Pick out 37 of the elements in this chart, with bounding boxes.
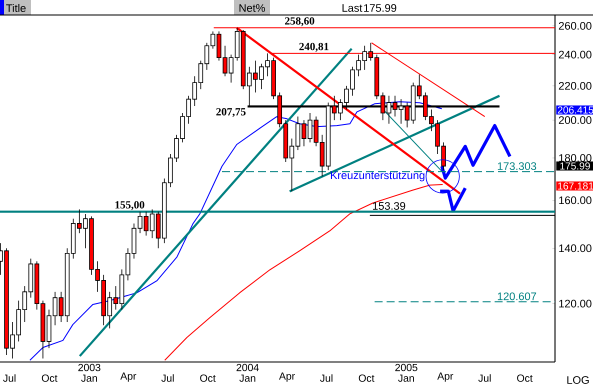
x-tick-label: Apr — [279, 372, 295, 382]
text: 206.415 — [558, 106, 593, 114]
x-tick-label: Jul — [3, 374, 16, 382]
data-label: 240,81 — [299, 42, 328, 52]
text: 167.181 — [558, 182, 593, 190]
data-label: 155,00 — [115, 201, 144, 210]
data-label: 258,60 — [285, 17, 314, 26]
data-label: 153.39 — [373, 202, 406, 210]
y-tick-label: 260.00 — [558, 22, 592, 30]
y-tick-label: 200.00 — [558, 116, 592, 124]
y-tick-label: 220.00 — [558, 82, 592, 90]
x-tick-label: 2004 Jan — [236, 364, 259, 382]
y-tick-label: 240.00 — [558, 50, 592, 58]
data-label: 120.607 — [498, 292, 536, 300]
x-tick-label: Oct — [517, 374, 533, 382]
x-tick-label: Oct — [200, 374, 216, 382]
x-tick-label: Jul — [161, 374, 174, 382]
text: LOG — [567, 376, 589, 384]
x-tick-label: Apr — [120, 372, 136, 382]
x-tick-label: Jul — [320, 374, 332, 382]
y-tick-label: 160.00 — [559, 196, 592, 204]
x-tick-label: 2003 Jan — [78, 364, 100, 382]
x-tick-label: 2005 Jan — [395, 364, 418, 382]
x-tick-label: Apr — [437, 372, 454, 382]
x-tick-label: Oct — [42, 374, 58, 382]
x-tick-label: Jul — [478, 374, 491, 382]
y-tick-label: 120.00 — [559, 300, 592, 308]
annotation: Kreuzunterstützung — [330, 172, 424, 182]
y-tick-label: 140.00 — [559, 244, 592, 252]
text: Title — [6, 4, 26, 12]
data-label: 207,75 — [216, 108, 246, 118]
text: 175.99 — [560, 162, 590, 170]
data-label: 173.303 — [498, 162, 536, 170]
text: Net% — [240, 4, 266, 12]
text: 175.99 — [364, 4, 396, 12]
x-tick-label: Oct — [358, 374, 374, 382]
text: Last — [342, 4, 362, 12]
